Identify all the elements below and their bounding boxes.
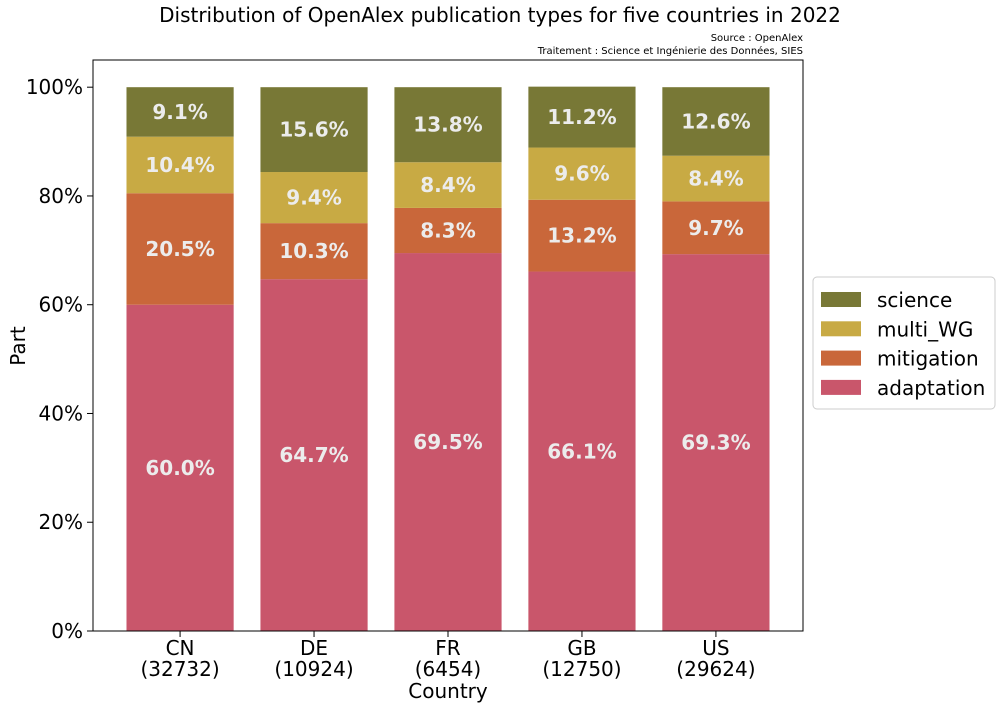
y-axis-label: Part (6, 326, 30, 366)
x-axis-label: Country (408, 679, 488, 703)
bar-label-GB-adaptation: 66.1% (547, 439, 616, 463)
source-line-2: Traitement : Science et Ingénierie des D… (537, 45, 803, 57)
x-tick-label-CN: CN (166, 636, 195, 660)
x-axis: CN(32732) DE(10924) FR(6454) GB(12750) US(29… (140, 631, 756, 681)
bar-DE-multi_WG (260, 172, 368, 224)
bar-GB-multi_WG (528, 147, 636, 200)
bar-DE-adaptation (260, 279, 368, 631)
bar-CN-multi_WG (126, 136, 234, 194)
bar-US-mitigation (662, 201, 770, 255)
x-tick-count-FR: (6454) (415, 657, 482, 681)
bar-label-DE-science: 15.6% (279, 118, 348, 142)
bar-DE-science (260, 87, 368, 173)
bar-label-DE-mitigation: 10.3% (279, 239, 348, 263)
bar-label-CN-mitigation: 20.5% (145, 237, 214, 261)
y-tick-label: 100% (26, 75, 83, 99)
chart-title: Distribution of OpenAlex publication typ… (159, 3, 841, 27)
bar-label-GB-multi_WG: 9.6% (554, 162, 609, 186)
bar-label-US-mitigation: 9.7% (688, 216, 743, 240)
bar-GB-adaptation (528, 271, 636, 631)
y-tick-label: 40% (39, 401, 83, 425)
x-tick-label-GB: GB (567, 636, 596, 660)
x-tick-count-DE: (10924) (274, 657, 353, 681)
bar-FR-mitigation (394, 207, 502, 254)
bar-US-multi_WG (662, 155, 770, 202)
y-tick-label: 60% (39, 293, 83, 317)
bar-label-US-adaptation: 69.3% (681, 431, 750, 455)
bar-label-GB-mitigation: 13.2% (547, 224, 616, 248)
legend-swatch-science (821, 292, 861, 307)
legend-label-multi_WG: multi_WG (877, 317, 973, 341)
bar-FR-science (394, 87, 502, 163)
y-tick-label: 0% (51, 619, 83, 643)
legend-swatch-multi_WG (821, 321, 861, 337)
bar-CN-science (126, 87, 234, 137)
x-tick-label-FR: FR (435, 636, 461, 660)
legend-swatch-mitigation (821, 350, 861, 366)
bar-label-FR-adaptation: 69.5% (413, 430, 482, 454)
y-tick-label: 20% (39, 510, 83, 534)
bar-label-DE-adaptation: 64.7% (279, 443, 348, 467)
bars-layer: 60.0% 20.5% 10.4% 9.1% 64.7% 10.3% 9.4% 15.6% 69… (126, 86, 770, 632)
bar-CN-mitigation (126, 193, 234, 305)
x-tick-label-US: US (702, 636, 729, 660)
bar-GB-science (528, 86, 636, 148)
bar-FR-adaptation (394, 253, 502, 632)
bar-GB-mitigation (528, 199, 636, 272)
bar-label-CN-multi_WG: 10.4% (145, 153, 214, 177)
legend-swatch-adaptation (821, 379, 861, 395)
bar-label-CN-adaptation: 60.0% (145, 456, 214, 480)
x-tick-count-US: (29624) (676, 657, 755, 681)
plot-frame (92, 59, 804, 632)
bar-label-US-science: 12.6% (681, 109, 750, 133)
x-tick-count-CN: (32732) (140, 657, 219, 681)
legend-label-mitigation: mitigation (877, 347, 979, 371)
bar-FR-multi_WG (394, 162, 502, 208)
bar-label-FR-science: 13.8% (413, 113, 482, 137)
x-tick-label-DE: DE (300, 636, 328, 660)
source-line-1: Source : OpenAlex (711, 33, 803, 44)
bar-DE-mitigation (260, 223, 368, 280)
legend-label-adaptation: adaptation (877, 376, 985, 400)
bar-label-GB-science: 11.2% (547, 105, 616, 129)
bar-label-US-multi_WG: 8.4% (688, 167, 743, 191)
bar-label-DE-multi_WG: 9.4% (286, 186, 341, 210)
bar-CN-adaptation (126, 304, 234, 631)
bar-label-FR-multi_WG: 8.4% (420, 173, 475, 197)
bar-label-CN-science: 9.1% (152, 100, 207, 124)
legend-frame (812, 276, 996, 410)
bar-US-adaptation (662, 254, 770, 631)
x-tick-count-GB: (12750) (542, 657, 621, 681)
bar-US-science (662, 87, 770, 156)
legend-label-science: science (877, 288, 952, 312)
bar-label-FR-mitigation: 8.3% (420, 218, 475, 242)
y-tick-label: 80% (39, 184, 83, 208)
y-axis: 0% 20% 40% 60% 80% 100% (26, 75, 93, 643)
legend: science multi_WG mitigation adaptation (812, 276, 996, 410)
